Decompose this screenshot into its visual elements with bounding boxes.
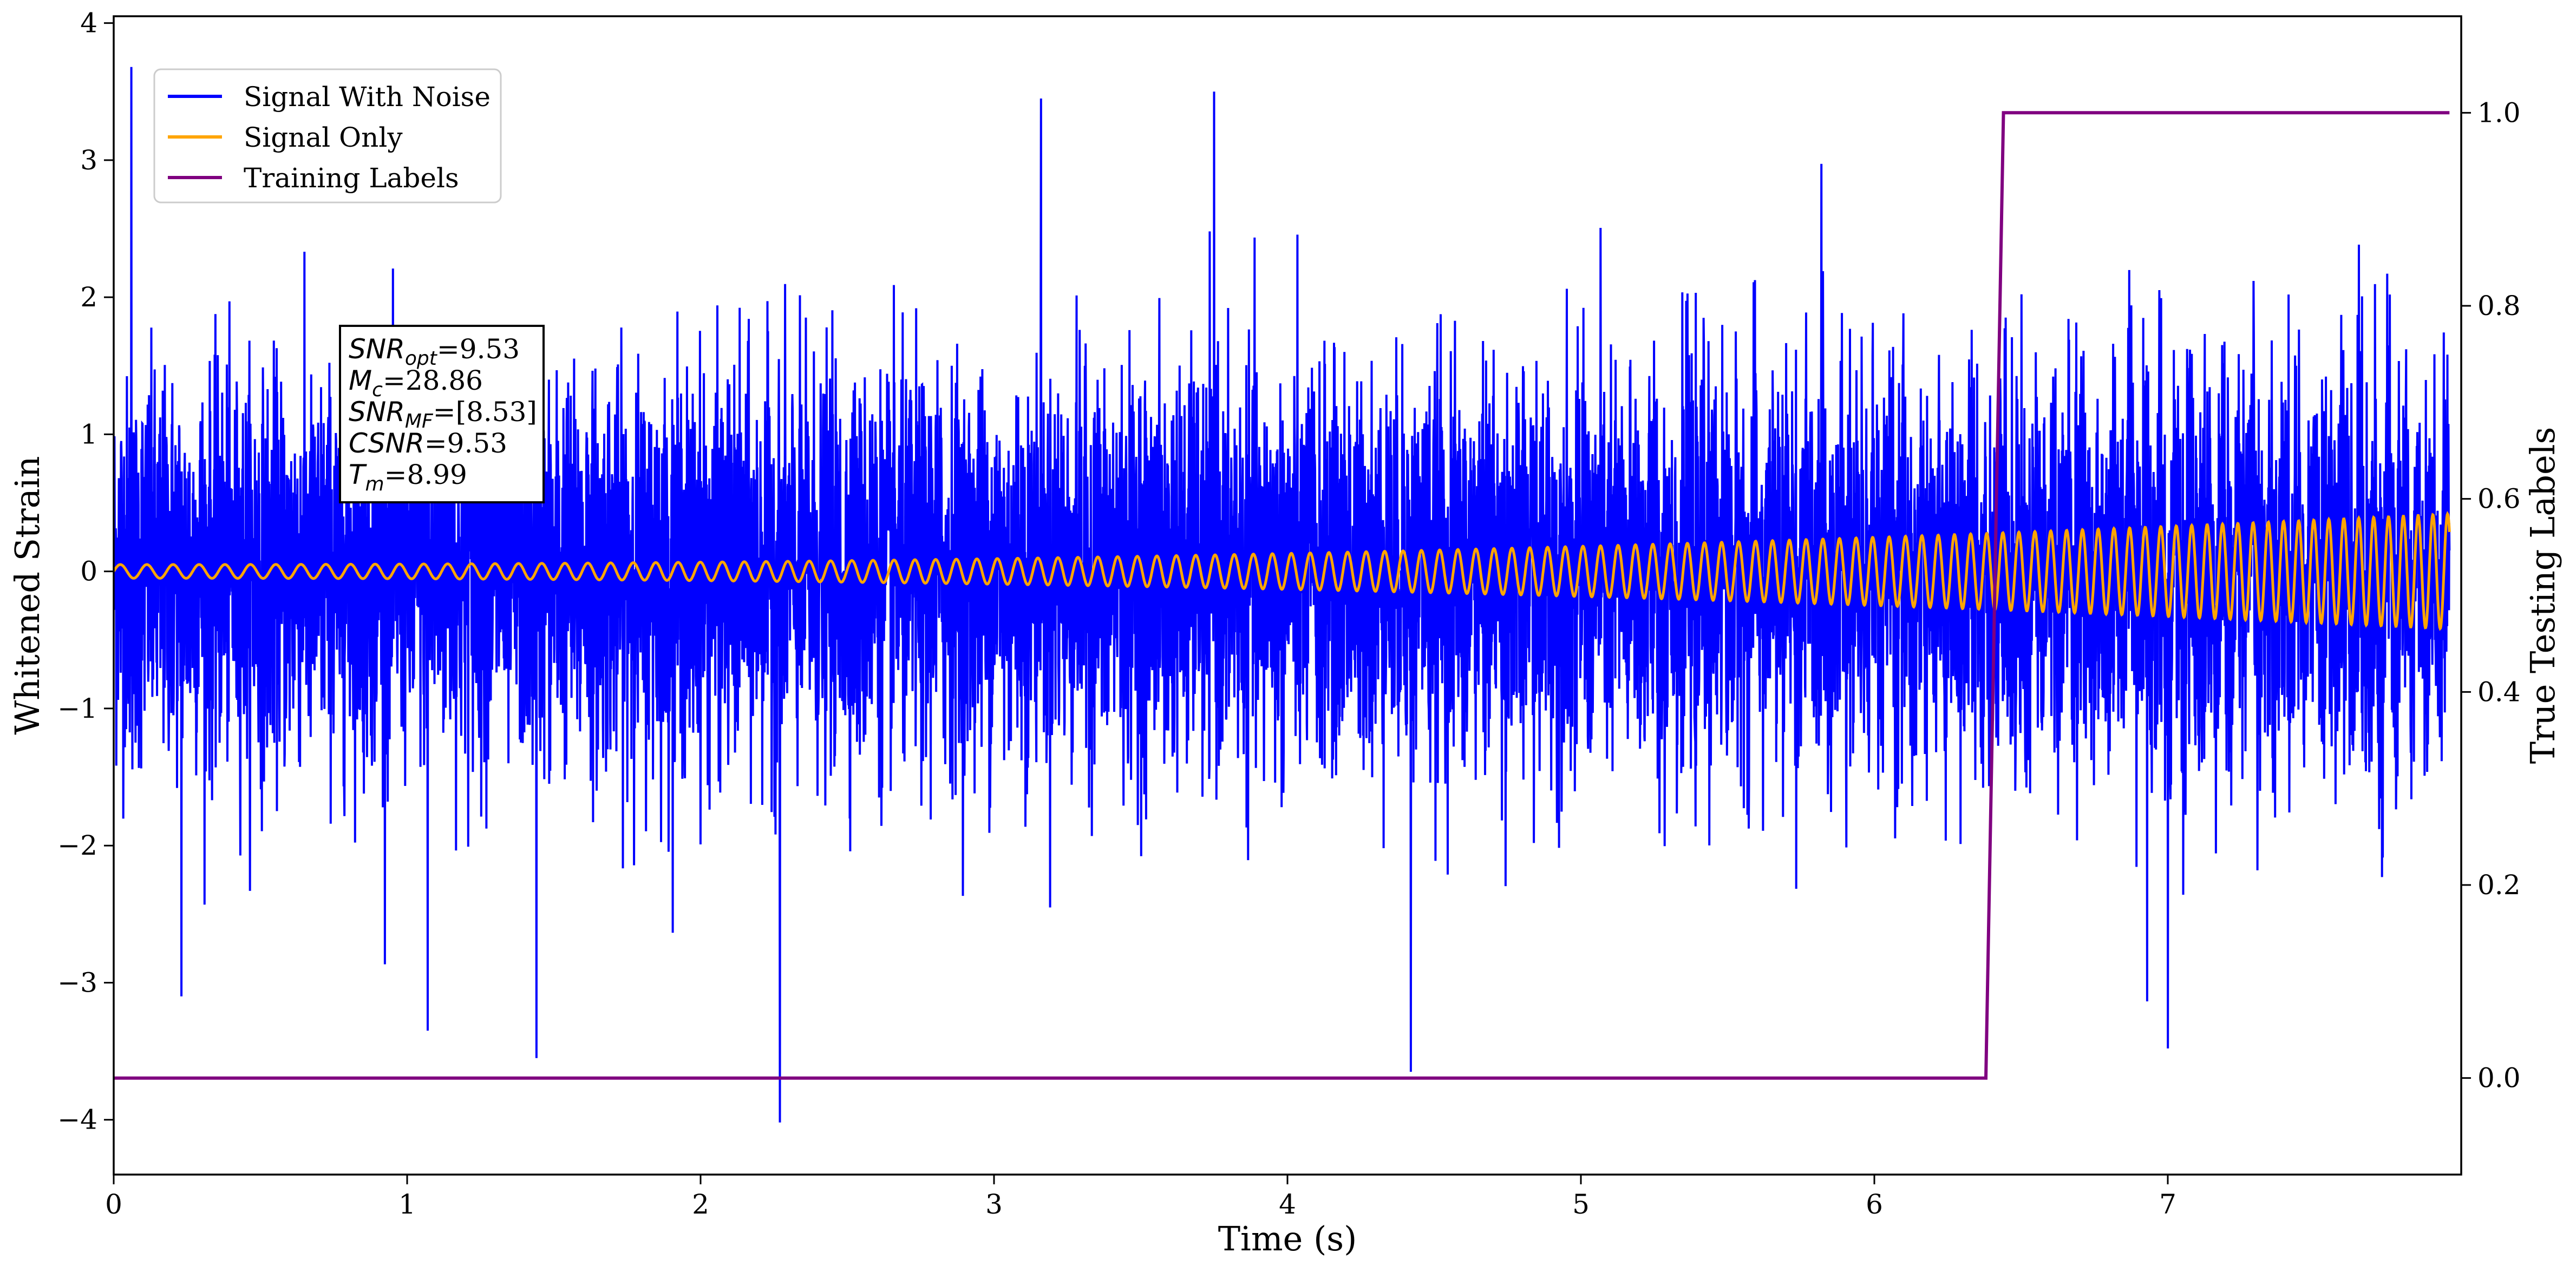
y-tick-label: −2 bbox=[57, 830, 97, 861]
y-tick-label: 1 bbox=[80, 418, 97, 450]
x-tick-label: 2 bbox=[692, 1189, 709, 1220]
annotation-line: SNRMF=[8.53] bbox=[349, 396, 537, 432]
x-tick-label: 6 bbox=[1866, 1189, 1883, 1220]
annotation-line: CSNR=9.53 bbox=[349, 428, 507, 459]
annotation-box: SNRopt=9.53Mc=28.86SNRMF=[8.53]CSNR=9.53… bbox=[339, 325, 545, 503]
x-tick-label: 3 bbox=[985, 1189, 1003, 1220]
x-tick-label: 4 bbox=[1279, 1189, 1296, 1220]
y-tick-label: 3 bbox=[80, 145, 97, 176]
x-axis-title: Time (s) bbox=[1218, 1219, 1357, 1258]
y2-tick-label: 0.2 bbox=[2477, 869, 2521, 901]
legend-label-signal-with-noise: Signal With Noise bbox=[244, 81, 491, 113]
y-tick-label: −4 bbox=[57, 1104, 97, 1136]
y2-tick-label: 0.6 bbox=[2477, 483, 2521, 515]
y-axis-ticks: −4 −3 −2 −1 0 1 2 3 4 bbox=[57, 8, 114, 1136]
y-tick-label: 2 bbox=[80, 281, 97, 313]
legend-label-training-labels: Training Labels bbox=[244, 162, 459, 194]
y-tick-label: 4 bbox=[80, 8, 97, 39]
legend-box bbox=[153, 68, 502, 204]
annotation-line: Mc=28.86 bbox=[349, 365, 483, 401]
series-training-labels-line bbox=[114, 111, 2450, 1080]
x-tick-label: 1 bbox=[398, 1189, 416, 1220]
annotation-line: Tm=8.99 bbox=[349, 459, 467, 495]
y2-axis-ticks: 0.0 0.2 0.4 0.6 0.8 1.0 bbox=[2461, 97, 2521, 1094]
y2-tick-label: 0.4 bbox=[2477, 676, 2521, 707]
x-tick-label: 5 bbox=[1572, 1189, 1590, 1220]
x-tick-label: 0 bbox=[105, 1189, 122, 1220]
x-tick-label: 7 bbox=[2159, 1189, 2176, 1220]
y2-tick-label: 1.0 bbox=[2477, 97, 2521, 128]
y2-tick-label: 0.8 bbox=[2477, 290, 2521, 322]
x-axis-ticks: 0 1 2 3 4 5 6 7 bbox=[105, 1175, 2176, 1220]
y-tick-label: −1 bbox=[57, 693, 97, 724]
legend: Signal With Noise Signal Only Training L… bbox=[153, 68, 502, 204]
legend-label-signal-only: Signal Only bbox=[244, 122, 403, 153]
y2-tick-label: 0.0 bbox=[2477, 1063, 2521, 1094]
y2-axis-title: True Testing Labels bbox=[2523, 427, 2562, 764]
y-tick-label: −3 bbox=[57, 967, 97, 998]
series-signal-with-noise-line bbox=[114, 67, 2451, 1123]
series-signal-only-line bbox=[114, 510, 2451, 631]
annotation-line: SNRopt=9.53 bbox=[349, 333, 520, 370]
y-tick-label: 0 bbox=[80, 556, 97, 587]
y-axis-title: Whitened Strain bbox=[8, 456, 47, 735]
